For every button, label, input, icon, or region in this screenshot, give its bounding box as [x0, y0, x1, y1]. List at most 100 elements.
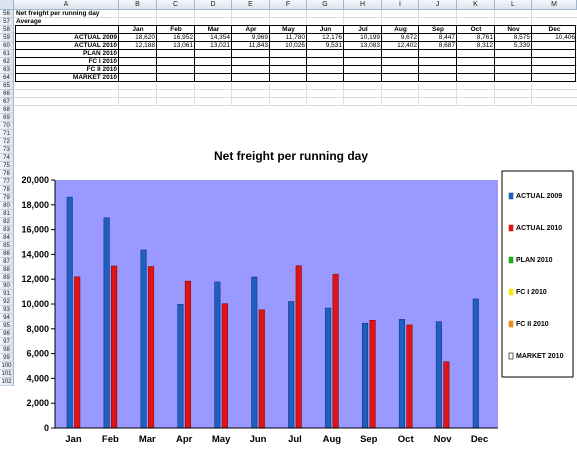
bar-actual-2009-may[interactable] — [214, 281, 221, 429]
month-header-aug[interactable]: Aug — [394, 26, 407, 33]
row-header-79[interactable]: 79 — [0, 194, 14, 202]
data-cell[interactable]: 14,354 — [210, 34, 230, 41]
row-header-88[interactable]: 88 — [0, 266, 14, 274]
bar-actual-2010-nov[interactable] — [443, 361, 450, 429]
sheet-subtitle[interactable]: Average — [16, 18, 42, 25]
column-header-m[interactable]: M — [532, 0, 577, 10]
month-header-jul[interactable]: Jul — [358, 26, 368, 33]
bar-actual-2009-mar[interactable] — [140, 249, 147, 429]
row-header-82[interactable]: 82 — [0, 218, 14, 226]
data-cell[interactable] — [419, 74, 457, 82]
data-cell[interactable] — [457, 74, 495, 82]
row-header-86[interactable]: 86 — [0, 250, 14, 258]
row-header-85[interactable]: 85 — [0, 242, 14, 250]
bar-actual-2009-jul[interactable] — [288, 301, 295, 429]
data-cell[interactable] — [195, 74, 232, 82]
data-cell[interactable] — [157, 74, 195, 82]
month-header-sep[interactable]: Sep — [432, 26, 444, 33]
data-cell[interactable]: 10,026 — [285, 42, 305, 49]
data-cell[interactable]: 18,620 — [135, 34, 155, 41]
chart-legend[interactable]: ACTUAL 2009 ACTUAL 2010 PLAN 2010 FC I 2010… — [501, 170, 574, 378]
row-header-95[interactable]: 95 — [0, 322, 14, 330]
row-header-100[interactable]: 100 — [0, 362, 14, 370]
bar-actual-2010-may[interactable] — [221, 303, 228, 429]
row-header-74[interactable]: 74 — [0, 154, 14, 162]
column-header-a[interactable]: A — [14, 0, 119, 10]
data-cell[interactable]: 8,761 — [476, 34, 493, 41]
row-header-92[interactable]: 92 — [0, 298, 14, 306]
row-header-78[interactable]: 78 — [0, 186, 14, 194]
row-header-61[interactable]: 61 — [0, 50, 14, 58]
row-header-60[interactable]: 60 — [0, 42, 14, 50]
bar-actual-2009-jun[interactable] — [251, 276, 258, 429]
data-cell[interactable]: 13,061 — [173, 42, 193, 49]
data-cell[interactable] — [307, 74, 344, 82]
row-header-94[interactable]: 94 — [0, 314, 14, 322]
row-header-81[interactable]: 81 — [0, 210, 14, 218]
data-cell[interactable]: 10,199 — [360, 34, 380, 41]
row-header-59[interactable]: 59 — [0, 34, 14, 42]
row-header-80[interactable]: 80 — [0, 202, 14, 210]
select-all-corner[interactable] — [0, 0, 14, 10]
data-cell[interactable]: 9,672 — [400, 34, 417, 41]
row-header-84[interactable]: 84 — [0, 234, 14, 242]
legend-label[interactable]: FC I 2010 — [516, 289, 547, 296]
bar-actual-2009-jan[interactable] — [66, 196, 73, 429]
row-header-90[interactable]: 90 — [0, 282, 14, 290]
row-header-102[interactable]: 102 — [0, 378, 14, 386]
data-cell[interactable] — [495, 74, 532, 82]
row-header-96[interactable]: 96 — [0, 330, 14, 338]
row-header-63[interactable]: 63 — [0, 66, 14, 74]
row-header-64[interactable]: 64 — [0, 74, 14, 82]
bar-actual-2009-oct[interactable] — [398, 319, 406, 429]
bar-actual-2009-dec[interactable] — [472, 298, 479, 429]
row-header-97[interactable]: 97 — [0, 338, 14, 346]
row-header-93[interactable]: 93 — [0, 306, 14, 314]
column-header-g[interactable]: G — [307, 0, 344, 10]
row-header-69[interactable]: 69 — [0, 114, 14, 122]
bar-actual-2009-nov[interactable] — [435, 321, 442, 429]
month-header-jun[interactable]: Jun — [319, 26, 332, 33]
row-header-66[interactable]: 66 — [0, 90, 14, 98]
bar-actual-2009-aug[interactable] — [325, 307, 332, 429]
row-header-89[interactable]: 89 — [0, 274, 14, 282]
bar-actual-2010-sep[interactable] — [369, 319, 376, 429]
column-header-j[interactable]: J — [419, 0, 457, 10]
month-header-dec[interactable]: Dec — [548, 26, 561, 33]
data-cell[interactable] — [119, 74, 157, 82]
data-cell[interactable]: 8,575 — [513, 34, 530, 41]
row-label[interactable]: ACTUAL 2010 — [74, 42, 117, 49]
data-cell[interactable]: 12,402 — [397, 42, 417, 49]
column-header-c[interactable]: C — [157, 0, 195, 10]
data-cell[interactable]: 11,843 — [248, 42, 268, 49]
column-header-l[interactable]: L — [495, 0, 532, 10]
bar-actual-2010-feb[interactable] — [111, 265, 118, 429]
data-cell[interactable]: 12,188 — [135, 42, 155, 49]
row-header-72[interactable]: 72 — [0, 138, 14, 146]
row-label[interactable]: ACTUAL 2009 — [74, 34, 117, 41]
month-header-feb[interactable]: Feb — [170, 26, 182, 33]
legend-label[interactable]: FC II 2010 — [516, 321, 549, 328]
data-cell[interactable]: 10,406 — [555, 34, 575, 41]
bar-actual-2010-mar[interactable] — [147, 266, 155, 429]
data-cell[interactable]: 9,531 — [325, 42, 342, 49]
month-header-nov[interactable]: Nov — [507, 26, 520, 33]
row-header-91[interactable]: 91 — [0, 290, 14, 298]
row-header-83[interactable]: 83 — [0, 226, 14, 234]
row-header-99[interactable]: 99 — [0, 354, 14, 362]
bar-actual-2009-apr[interactable] — [177, 304, 184, 429]
row-label[interactable]: FC II 2010 — [86, 66, 117, 73]
month-header-jan[interactable]: Jan — [132, 26, 144, 33]
row-header-87[interactable]: 87 — [0, 258, 14, 266]
row-header-62[interactable]: 62 — [0, 58, 14, 66]
net-freight-chart[interactable]: Net freight per running day 0 2,000 4,000 6… — [15, 124, 576, 450]
row-header-77[interactable]: 77 — [0, 178, 14, 186]
bar-actual-2010-apr[interactable] — [184, 280, 192, 429]
data-cell[interactable] — [232, 74, 270, 82]
data-cell[interactable]: 9,969 — [251, 34, 268, 41]
data-cell[interactable] — [344, 74, 382, 82]
bar-actual-2010-jun[interactable] — [258, 309, 265, 429]
data-cell[interactable] — [532, 74, 577, 82]
column-header-d[interactable]: D — [195, 0, 232, 10]
data-cell[interactable]: 8,687 — [438, 42, 455, 49]
